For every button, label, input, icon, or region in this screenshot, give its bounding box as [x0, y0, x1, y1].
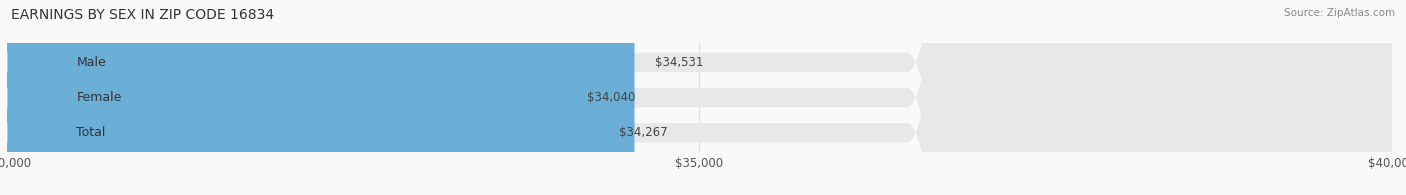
Text: Source: ZipAtlas.com: Source: ZipAtlas.com	[1284, 8, 1395, 18]
FancyBboxPatch shape	[7, 0, 598, 195]
FancyBboxPatch shape	[7, 0, 567, 195]
FancyBboxPatch shape	[7, 0, 634, 195]
Text: $34,531: $34,531	[655, 56, 703, 69]
Text: Male: Male	[76, 56, 105, 69]
Text: $34,267: $34,267	[619, 126, 668, 139]
Text: $34,040: $34,040	[588, 91, 636, 104]
Text: Female: Female	[76, 91, 122, 104]
Text: Total: Total	[76, 126, 105, 139]
FancyBboxPatch shape	[7, 0, 1392, 195]
FancyBboxPatch shape	[7, 0, 1392, 195]
FancyBboxPatch shape	[7, 0, 1392, 195]
Text: EARNINGS BY SEX IN ZIP CODE 16834: EARNINGS BY SEX IN ZIP CODE 16834	[11, 8, 274, 22]
